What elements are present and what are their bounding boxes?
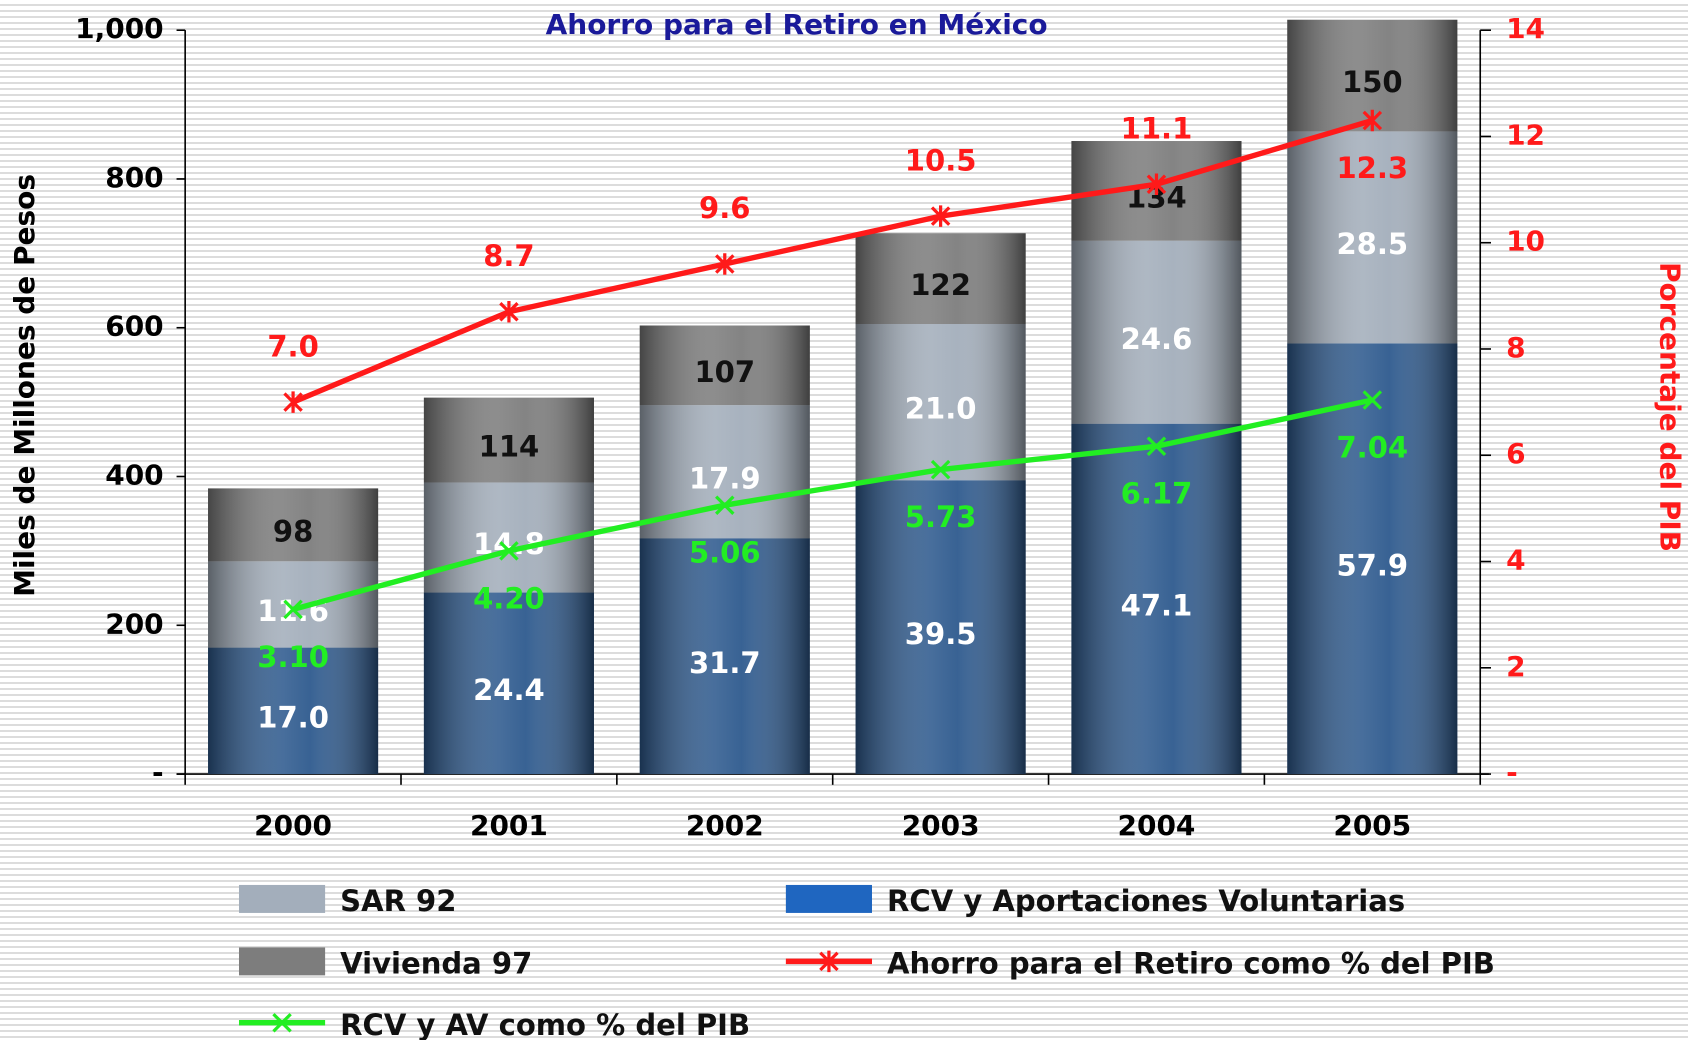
bar-shade — [208, 488, 379, 775]
line-marker — [283, 391, 303, 413]
line-value-label: 4.20 — [473, 581, 545, 615]
line-value-label: 6.17 — [1121, 477, 1193, 511]
bar-shade — [639, 325, 810, 775]
bar-value-label: 39.5 — [905, 617, 977, 651]
legend-marker — [819, 950, 839, 973]
y-tick-label: 1,000 — [75, 12, 163, 45]
line-marker — [499, 301, 519, 323]
legend-label: Ahorro para el Retiro como % del PIB — [887, 947, 1495, 981]
legend-swatch — [238, 884, 326, 913]
legend-swatch — [785, 884, 872, 913]
line-series — [292, 397, 1373, 612]
y2-tick-label: 4 — [1506, 544, 1525, 577]
y-axis-label: Miles de Millones de Pesos — [8, 174, 41, 597]
bar-shade — [1071, 141, 1242, 775]
bar-value-label: 150 — [1342, 65, 1403, 99]
x-tick-label: 2003 — [902, 809, 980, 842]
bar-value-label: 107 — [694, 355, 755, 389]
x-tick-label: 2000 — [254, 809, 332, 842]
line-marker — [1146, 436, 1167, 456]
line-marker — [283, 599, 303, 620]
bar-value-label: 17.9 — [689, 461, 761, 495]
bar-value-label: 24.6 — [1121, 322, 1193, 356]
bar-value-label: 28.5 — [1336, 227, 1408, 261]
bar-value-label: 21.0 — [905, 392, 977, 426]
y-tick-label: 600 — [105, 310, 163, 343]
x-tick-label: 2002 — [686, 809, 764, 842]
bar-value-label: 31.7 — [689, 646, 761, 680]
y2-axis-label: Porcentaje del PIB — [1654, 262, 1687, 552]
line-marker — [1362, 109, 1383, 132]
line-value-label: 12.3 — [1336, 151, 1408, 185]
y-tick-label: 400 — [105, 459, 163, 492]
line-marker — [930, 205, 951, 227]
line-value-label: 8.7 — [483, 239, 534, 273]
line-value-label: 9.6 — [699, 191, 750, 225]
line-marker — [715, 495, 735, 515]
bar-value-label: 24.4 — [473, 673, 545, 707]
bar-shade — [1287, 19, 1458, 775]
y2-tick-label: 8 — [1506, 331, 1525, 364]
legend-label: SAR 92 — [340, 884, 456, 918]
legend-marker — [272, 1012, 292, 1033]
line-marker — [930, 459, 951, 480]
y-tick-label: 200 — [105, 607, 163, 640]
bar-shade — [855, 233, 1026, 775]
bar-value-label: 98 — [273, 514, 313, 548]
chart-title: Ahorro para el Retiro en México — [546, 8, 1048, 41]
legend-label: Vivienda 97 — [340, 947, 532, 981]
legend-swatch — [238, 947, 326, 976]
bar-value-label: 57.9 — [1336, 548, 1408, 582]
bar-value-label: 17.0 — [257, 700, 329, 734]
line-value-label: 5.73 — [905, 500, 977, 534]
y2-tick-label: 14 — [1506, 12, 1545, 45]
y2-tick-label: 2 — [1506, 650, 1525, 683]
bar-shade — [423, 397, 594, 775]
line-marker — [1362, 390, 1383, 410]
x-tick-label: 2005 — [1333, 809, 1411, 842]
y2-tick-label: - — [1506, 756, 1518, 789]
line-series — [292, 117, 1374, 405]
y2-tick-label: 12 — [1506, 118, 1545, 151]
line-value-label: 10.5 — [905, 143, 977, 177]
y-tick-label: 800 — [105, 161, 163, 194]
bar-value-label: 114 — [479, 430, 540, 464]
line-marker — [1146, 173, 1167, 196]
y-tick-label: - — [152, 756, 164, 789]
line-value-label: 5.06 — [689, 536, 761, 570]
y2-tick-label: 10 — [1506, 225, 1545, 258]
line-value-label: 11.1 — [1121, 111, 1193, 145]
line-marker — [715, 253, 735, 275]
line-value-label: 7.04 — [1336, 431, 1408, 465]
bar-value-label: 122 — [910, 268, 971, 302]
legend-label: RCV y AV como % del PIB — [340, 1008, 750, 1040]
bar-value-label: 47.1 — [1121, 588, 1193, 622]
x-tick-label: 2004 — [1118, 809, 1196, 842]
x-tick-label: 2001 — [470, 809, 548, 842]
legend-label: RCV y Aportaciones Voluntarias — [887, 884, 1405, 918]
line-marker — [499, 541, 519, 561]
line-value-label: 3.10 — [257, 640, 329, 674]
line-value-label: 7.0 — [267, 329, 318, 363]
y2-tick-label: 6 — [1506, 437, 1525, 470]
